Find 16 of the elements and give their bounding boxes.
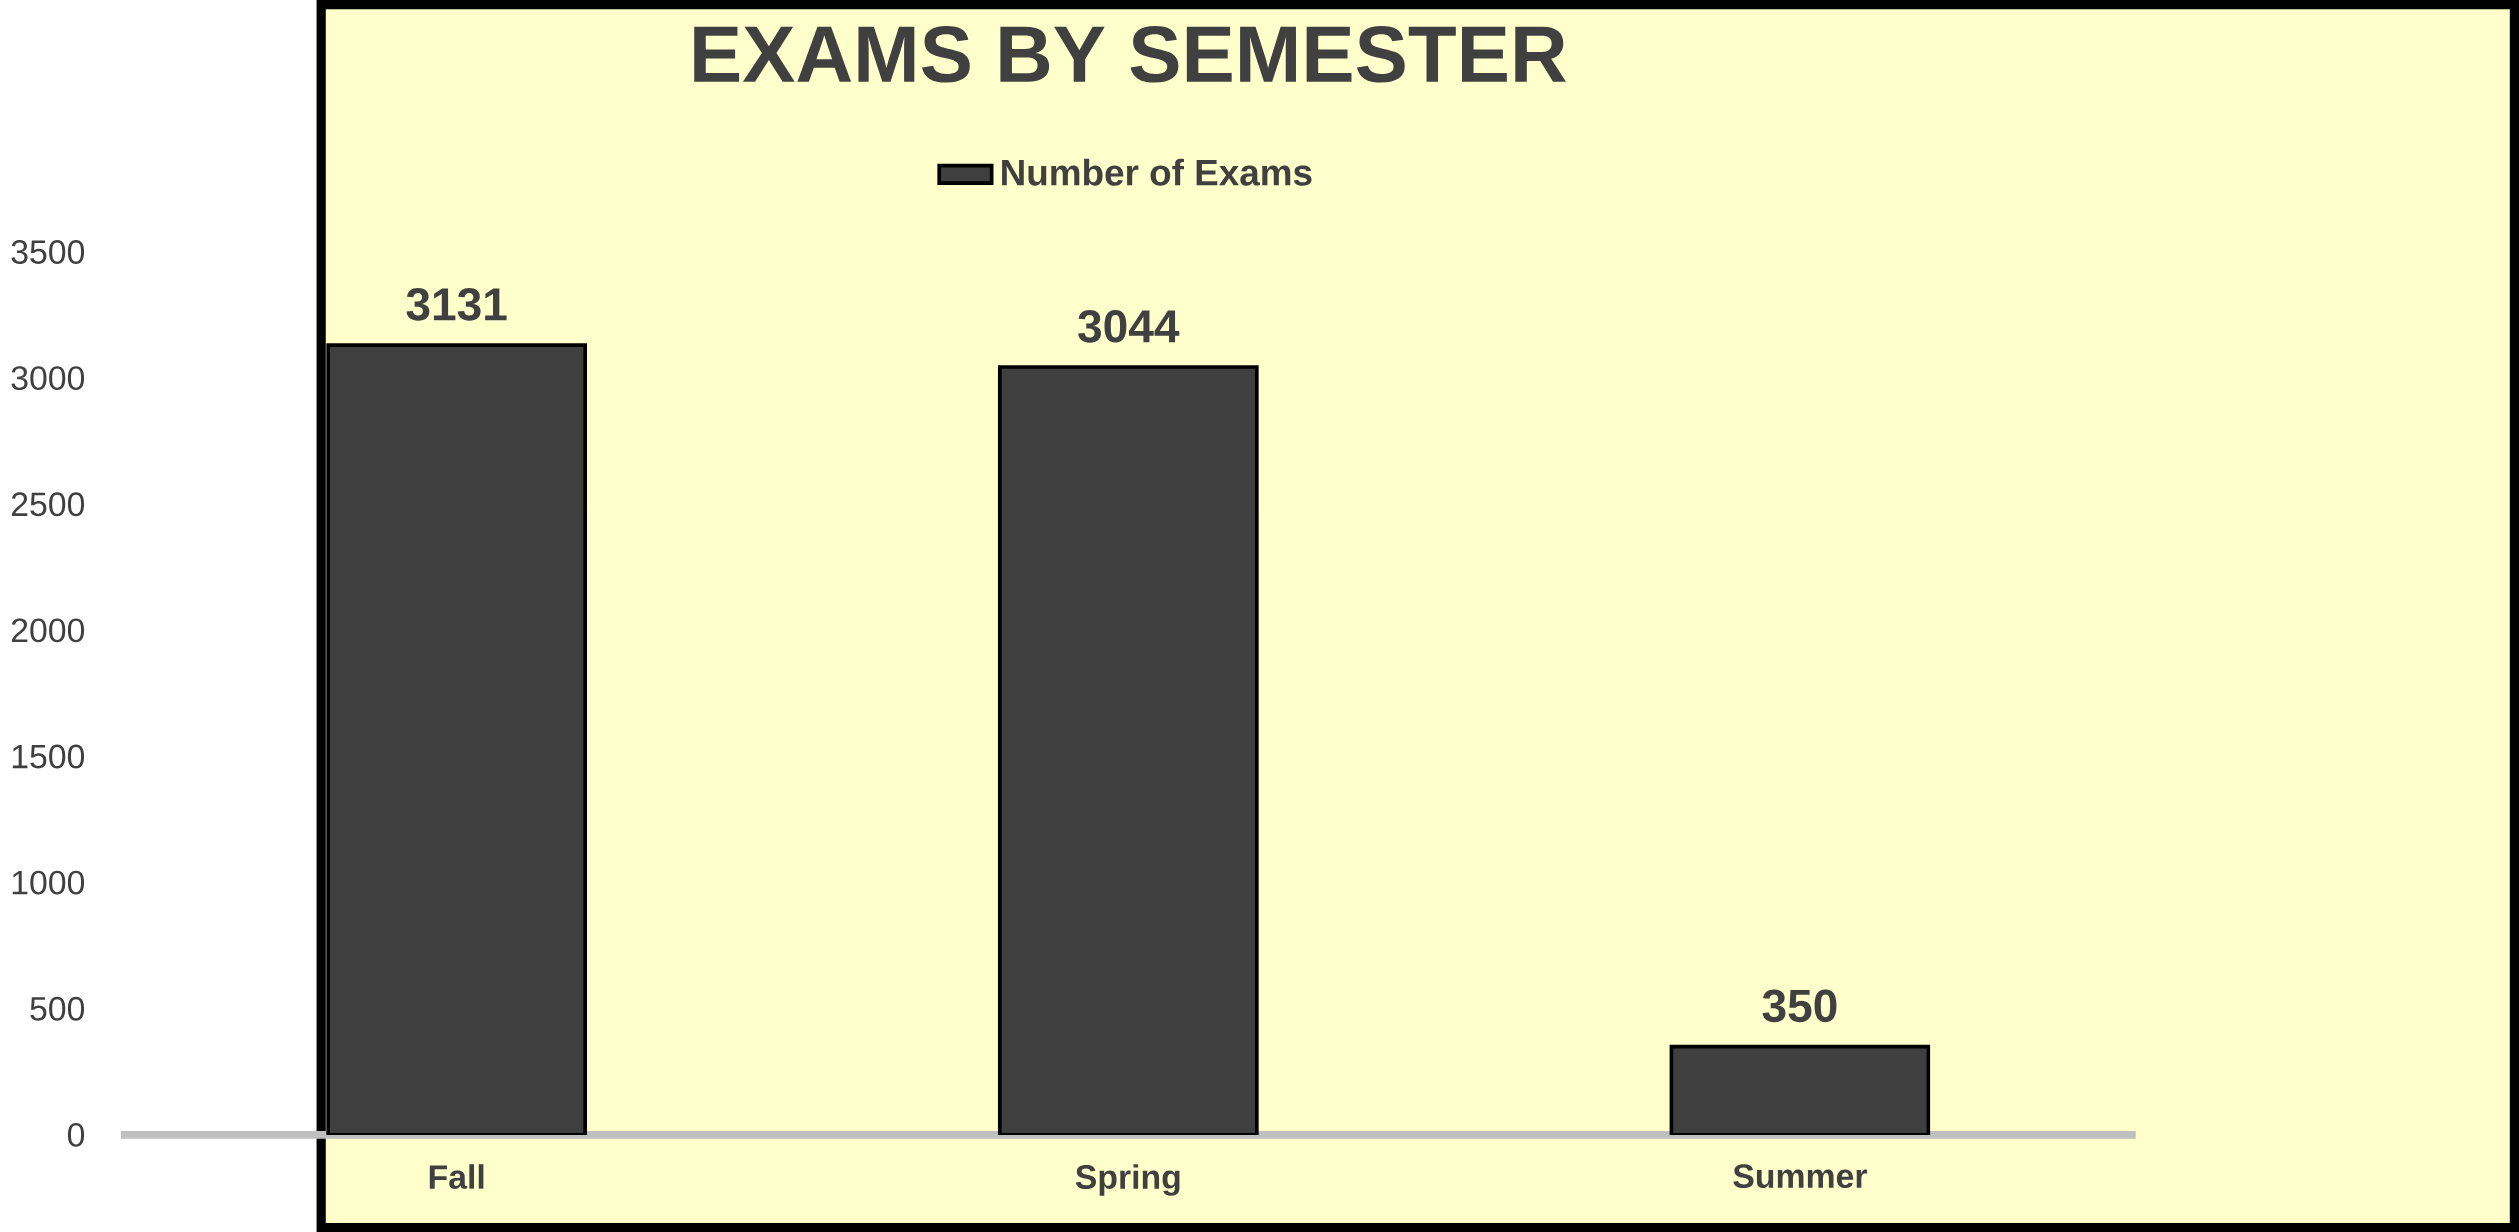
x-tick-label: Spring [1075, 1164, 1180, 1196]
y-tick-label: 500 [30, 996, 85, 1021]
x-tick-label: Fall [429, 1164, 484, 1189]
x-tick-label: Summer [1733, 1164, 1867, 1189]
chart-title: EXAMS BY SEMESTER [694, 25, 1566, 83]
data-label: 3044 [1078, 309, 1180, 343]
y-tick-label: 2500 [11, 492, 85, 517]
data-label: 3131 [406, 287, 507, 321]
y-tick-label: 2000 [11, 618, 85, 643]
y-tick-label: 0 [67, 1122, 85, 1147]
legend-label: Number of Exams [1002, 158, 1312, 186]
y-tick-label: 1000 [12, 870, 85, 895]
y-tick-label: 3500 [11, 240, 85, 264]
data-label: 350 [1762, 989, 1837, 1023]
y-tick-label: 1500 [12, 744, 85, 769]
y-tick-label: 3000 [11, 366, 85, 391]
